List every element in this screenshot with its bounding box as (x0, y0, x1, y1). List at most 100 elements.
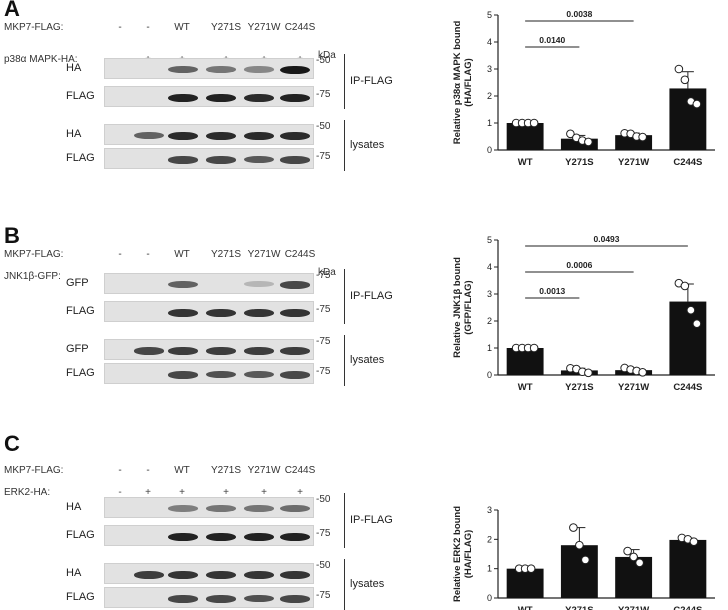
protein-band (244, 570, 274, 579)
y-tick-label: 3 (487, 64, 492, 74)
protein-band (206, 308, 236, 317)
lane-label: C244S (284, 249, 316, 260)
data-point (677, 533, 687, 543)
data-point (578, 136, 587, 145)
ip-bracket (344, 493, 345, 548)
lane-label: - (146, 465, 150, 476)
data-point (578, 367, 587, 377)
y-tick-label: 1 (487, 564, 492, 574)
lysate-bracket (344, 559, 345, 610)
protein-band (280, 131, 310, 141)
lysates-label: lysates (350, 353, 385, 366)
lane-label: - (146, 22, 150, 33)
protein-band (206, 346, 236, 355)
x-tick-label: WT (518, 157, 533, 168)
partner-label: JNK1β-GFP: (4, 271, 61, 282)
y-tick-label: 1 (487, 343, 492, 353)
data-point (517, 343, 527, 353)
mw-marker: -75 (316, 336, 331, 347)
lane-label: Y271W (247, 22, 281, 33)
data-point (575, 540, 584, 550)
protein-band (244, 370, 274, 379)
y-tick-label: 3 (487, 289, 492, 299)
blot-row-label: GFP (66, 343, 89, 355)
protein-band (244, 308, 274, 317)
data-point (584, 368, 593, 378)
x-tick-label: C244S (673, 605, 702, 610)
protein-band (168, 370, 198, 379)
ip-flag-label: IP-FLAG (350, 74, 393, 87)
x-tick-label: Y271W (618, 605, 649, 610)
bar (506, 123, 544, 150)
panel-letter: A (4, 0, 20, 21)
blot-row-label: HA (66, 128, 82, 140)
protein-band (168, 131, 198, 141)
blot-row-label: FLAG (66, 90, 95, 102)
blot-strip (104, 497, 314, 518)
protein-band (280, 155, 310, 164)
data-point (523, 118, 533, 128)
data-point (689, 537, 699, 546)
x-tick-label: WT (518, 382, 533, 393)
y-tick-label: 0 (487, 145, 492, 155)
data-point (572, 133, 581, 143)
protein-band (244, 93, 274, 103)
blot-row-label: GFP (66, 277, 89, 289)
partner-sign: - (118, 487, 122, 498)
data-point (511, 343, 521, 353)
lane-label: Y271W (247, 465, 281, 476)
protein-band (168, 570, 198, 579)
lysates-label: lysates (350, 138, 385, 151)
blot-row-label: HA (66, 501, 82, 513)
bar (560, 370, 598, 375)
protein-band (244, 280, 274, 287)
mw-marker: -75 (316, 304, 331, 315)
blot-strip (104, 273, 314, 294)
data-point (566, 363, 575, 373)
protein-band (168, 504, 198, 512)
data-point (680, 75, 690, 85)
lane-label: - (118, 249, 122, 260)
y-axis-label: Relative JNK1β bound (452, 257, 463, 358)
data-point (517, 118, 527, 128)
bar (560, 138, 598, 150)
protein-band (280, 93, 310, 103)
x-tick-label: C244S (673, 382, 702, 393)
lysates-label: lysates (350, 577, 385, 590)
blot-strip (104, 301, 314, 322)
lane-label: Y271S (210, 465, 242, 476)
p-value-label: 0.0140 (539, 35, 565, 45)
p-value-label: 0.0038 (566, 9, 592, 19)
partner-sign: + (261, 487, 267, 498)
protein-band (168, 155, 198, 164)
partner-label: ERK2-HA: (4, 487, 51, 498)
protein-band (206, 65, 236, 73)
y-axis-label: (HA/FLAG) (463, 530, 474, 579)
bar (615, 370, 653, 375)
data-point (529, 343, 539, 353)
blot-row-label: FLAG (66, 529, 95, 541)
protein-band (168, 65, 198, 74)
y-tick-label: 5 (487, 10, 492, 20)
p-value-label: 0.0493 (594, 234, 620, 244)
blot-strip (104, 148, 314, 169)
mw-marker: -50 (316, 560, 331, 571)
protein-band (244, 155, 274, 164)
data-point (581, 555, 590, 565)
lane-label: - (118, 22, 122, 33)
panel-letter: C (4, 431, 20, 456)
data-point (686, 305, 696, 315)
kda-label: kDa (318, 50, 336, 61)
blot-row-label: FLAG (66, 305, 95, 317)
data-point (620, 363, 629, 373)
bar (669, 301, 707, 375)
data-point (674, 278, 684, 288)
protein-band (206, 93, 236, 103)
data-point (632, 366, 641, 376)
bar (669, 88, 707, 150)
mw-marker: -50 (316, 121, 331, 132)
bar (506, 568, 544, 598)
lysate-bracket (344, 335, 345, 386)
lane-label: WT (174, 465, 190, 476)
blot-strip (104, 587, 314, 608)
